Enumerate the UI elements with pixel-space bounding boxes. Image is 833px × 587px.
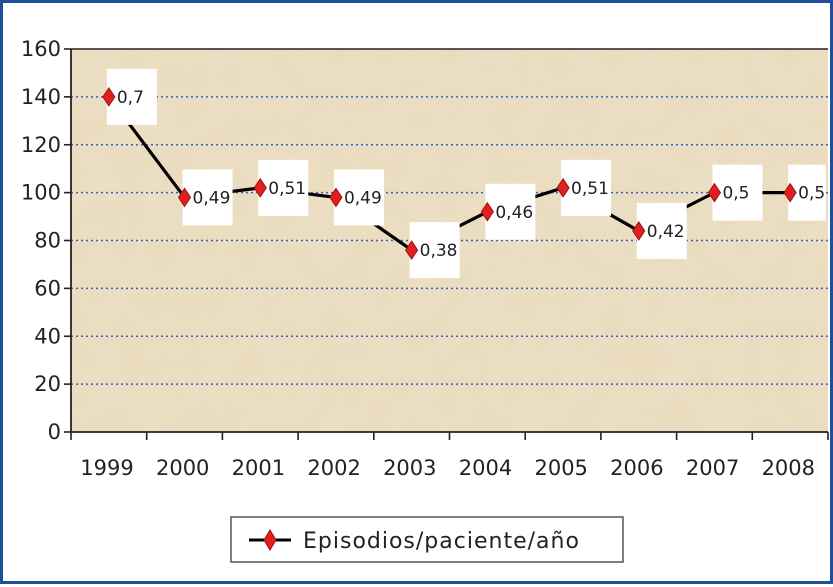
y-tick-label: 160 (21, 37, 61, 61)
series-marker (556, 177, 570, 198)
x-tick-label: 1999 (80, 456, 133, 480)
data-label: 0,5 (712, 164, 763, 221)
data-label-text: 0,49 (193, 188, 231, 208)
legend-label: Episodios/paciente/año (303, 529, 580, 554)
y-axis-ticks: 0 20 40 60 80 100 120 140 160 (21, 37, 71, 444)
data-label-text: 0,46 (495, 203, 533, 223)
x-tick-label: 2002 (307, 456, 360, 480)
data-label-text: 0,51 (571, 179, 609, 199)
x-tick-label: 2005 (534, 456, 587, 480)
data-label-text: 0,42 (647, 222, 685, 242)
y-tick-label: 0 (48, 420, 61, 444)
y-tick-label: 40 (34, 324, 61, 348)
y-tick-label: 120 (21, 133, 61, 157)
data-label-text: 0,5 (722, 184, 749, 204)
data-label-text: 0,49 (344, 188, 382, 208)
data-label: 0,5 (788, 164, 826, 221)
y-tick-label: 80 (34, 229, 61, 253)
series-marker (783, 182, 797, 203)
x-tick-label: 2007 (686, 456, 739, 480)
y-tick-label: 60 (34, 276, 61, 300)
series-markers (102, 86, 797, 260)
series-marker (177, 187, 192, 208)
x-tick-label: 2006 (610, 456, 663, 480)
data-label: 0,51 (258, 159, 309, 216)
data-label-text: 0,5 (798, 184, 825, 204)
x-tick-label: 2004 (459, 456, 512, 480)
series-marker (102, 86, 116, 107)
x-tick-label: 2000 (156, 456, 209, 480)
legend-box (230, 516, 624, 563)
x-axis-ticks: 1999 2000 2001 2002 2003 2004 2005 2006 2007 2008 (70, 432, 829, 480)
data-label-text: 0,38 (420, 241, 458, 261)
data-label-text: 0,51 (268, 179, 306, 199)
x-tick-label: 2008 (762, 456, 815, 480)
x-tick-label: 2001 (232, 456, 285, 480)
data-label: 0,38 (409, 222, 460, 279)
series-marker (480, 201, 494, 222)
legend-marker-icon (263, 529, 277, 551)
y-tick-label: 100 (21, 181, 61, 205)
y-tick-label: 20 (34, 372, 61, 396)
line-chart: 0 20 40 60 80 100 120 140 160 1999 2000 2001 2002 20… (21, 37, 829, 563)
series-marker (707, 182, 722, 203)
y-tick-label: 140 (21, 85, 61, 109)
series-marker (329, 187, 343, 208)
series-marker (632, 221, 646, 241)
series-marker (405, 240, 419, 260)
data-label-text: 0,7 (117, 88, 144, 108)
x-tick-label: 2003 (383, 456, 436, 480)
legend: Episodios/paciente/año (230, 516, 624, 563)
series-marker (253, 177, 267, 198)
